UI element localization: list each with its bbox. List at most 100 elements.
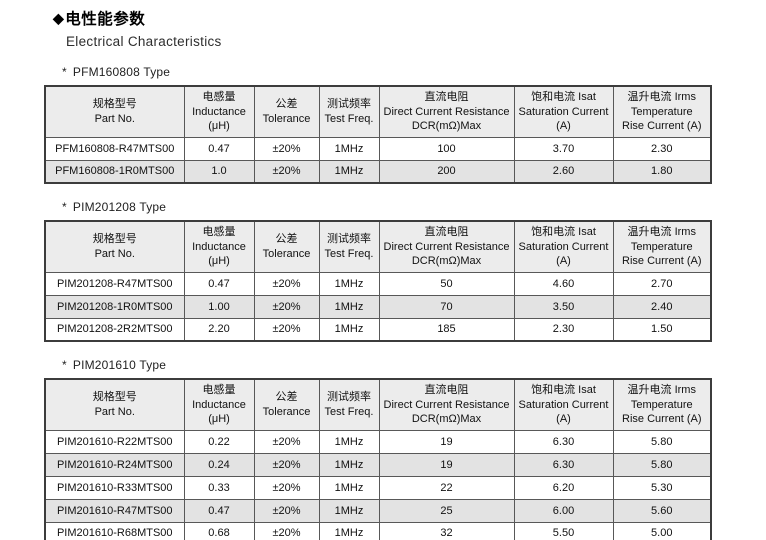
page-title: ◆ 电性能参数 [53, 7, 766, 29]
cell-dcr: 50 [378, 271, 515, 296]
cell-part-no: PIM201610-R33MTS00 [44, 475, 185, 500]
cell-isat: 2.30 [513, 317, 614, 342]
col-header-test-freq: 测试频率 Test Freq. [318, 378, 380, 431]
col-header-inductance: 电感量 Inductance (μH) [183, 85, 255, 138]
col-header-dcr: 直流电阻 Direct Current Resistance DCR(mΩ)Max [378, 85, 515, 138]
cell-tolerance: ±20% [253, 452, 320, 477]
col-header-test-freq: 测试频率 Test Freq. [318, 220, 380, 273]
col-header-dcr: 直流电阻 Direct Current Resistance DCR(mΩ)Max [378, 378, 515, 431]
asterisk-marker: * [62, 358, 67, 373]
cell-part-no: PIM201208-2R2MTS00 [44, 317, 185, 342]
cell-test-freq: 1MHz [318, 136, 380, 161]
col-header-tolerance: 公差 Tolerance [253, 220, 320, 273]
cell-isat: 6.30 [513, 452, 614, 477]
table-row: PIM201208-2R2MTS00 2.20 ±20% 1MHz 185 2.… [44, 317, 712, 342]
section-label: * PFM160808 Type [62, 65, 766, 79]
section-name: PFM160808 Type [72, 65, 171, 79]
cell-part-no: PIM201610-R24MTS00 [44, 452, 185, 477]
col-header-part-no: 规格型号 Part No. [44, 220, 185, 273]
col-header-tolerance: 公差 Tolerance [253, 378, 320, 431]
cell-test-freq: 1MHz [318, 521, 380, 540]
page-title-zh: 电性能参数 [65, 11, 146, 28]
cell-dcr: 70 [378, 294, 515, 319]
cell-dcr: 25 [378, 498, 515, 523]
spec-table-pim201208: 规格型号 Part No. 电感量 Inductance (μH) 公差 Toleran… [44, 220, 712, 343]
cell-test-freq: 1MHz [318, 159, 380, 184]
table-row: PFM160808-R47MTS00 0.47 ±20% 1MHz 100 3.… [44, 136, 712, 161]
col-header-inductance: 电感量 Inductance (μH) [183, 378, 255, 431]
cell-tolerance: ±20% [253, 498, 320, 523]
cell-irms: 2.30 [612, 136, 712, 161]
section-name: PIM201208 Type [72, 200, 167, 215]
cell-test-freq: 1MHz [318, 452, 380, 477]
col-header-part-no: 规格型号 Part No. [44, 85, 185, 138]
spec-table-pim201610: 规格型号 Part No. 电感量 Inductance (μH) 公差 Toleran… [44, 378, 712, 540]
cell-inductance: 0.47 [183, 498, 255, 523]
cell-tolerance: ±20% [253, 159, 320, 184]
cell-inductance: 0.68 [183, 521, 255, 540]
cell-inductance: 0.47 [183, 271, 255, 296]
cell-dcr: 100 [378, 136, 515, 161]
cell-isat: 4.60 [513, 271, 614, 296]
diamond-bullet-icon: ◆ [53, 9, 65, 26]
cell-test-freq: 1MHz [318, 317, 380, 342]
cell-irms: 5.60 [612, 498, 712, 523]
cell-irms: 5.30 [612, 475, 712, 500]
cell-isat: 5.50 [513, 521, 614, 540]
cell-inductance: 1.00 [183, 294, 255, 319]
section-name: PIM201610 Type [72, 358, 167, 373]
header-row: 规格型号 Part No. 电感量 Inductance (μH) 公差 Toleran… [44, 378, 712, 431]
cell-dcr: 19 [378, 429, 515, 454]
table-row: PIM201610-R24MTS00 0.24 ±20% 1MHz 19 6.3… [44, 452, 712, 477]
cell-test-freq: 1MHz [318, 429, 380, 454]
cell-irms: 5.80 [612, 429, 712, 454]
cell-isat: 3.50 [513, 294, 614, 319]
table-row: PIM201610-R68MTS00 0.68 ±20% 1MHz 32 5.5… [44, 521, 712, 540]
cell-isat: 6.30 [513, 429, 614, 454]
col-header-irms: 温升电流 Irms Temperature Rise Current (A) [612, 378, 712, 431]
cell-inductance: 0.22 [183, 429, 255, 454]
cell-tolerance: ±20% [253, 429, 320, 454]
cell-isat: 6.00 [513, 498, 614, 523]
cell-inductance: 0.47 [183, 136, 255, 161]
cell-part-no: PIM201208-R47MTS00 [44, 271, 185, 296]
cell-tolerance: ±20% [253, 271, 320, 296]
col-header-inductance: 电感量 Inductance (μH) [183, 220, 255, 273]
col-header-part-no: 规格型号 Part No. [44, 378, 185, 431]
cell-irms: 5.00 [612, 521, 712, 540]
cell-test-freq: 1MHz [318, 271, 380, 296]
cell-inductance: 1.0 [183, 159, 255, 184]
cell-tolerance: ±20% [253, 521, 320, 540]
cell-isat: 2.60 [513, 159, 614, 184]
page-title-en: Electrical Characteristics [66, 34, 222, 49]
header-row: 规格型号 Part No. 电感量 Inductance (μH) 公差 Toleran… [44, 220, 712, 273]
cell-irms: 2.70 [612, 271, 712, 296]
col-header-isat: 饱和电流 Isat Saturation Current (A) [513, 85, 614, 138]
section-label: * PIM201208 Type [62, 200, 766, 214]
cell-inductance: 0.24 [183, 452, 255, 477]
col-header-irms: 温升电流 Irms Temperature Rise Current (A) [612, 85, 712, 138]
cell-test-freq: 1MHz [318, 498, 380, 523]
asterisk-marker: * [62, 200, 67, 215]
section-label: * PIM201610 Type [62, 358, 766, 372]
header-row: 规格型号 Part No. 电感量 Inductance (μH) 公差 Toleran… [44, 85, 712, 138]
cell-irms: 1.50 [612, 317, 712, 342]
col-header-test-freq: 测试频率 Test Freq. [318, 85, 380, 138]
table-row: PIM201208-R47MTS00 0.47 ±20% 1MHz 50 4.6… [44, 271, 712, 296]
spec-table-pfm160808: 规格型号 Part No. 电感量 Inductance (μH) 公差 Toleran… [44, 85, 712, 185]
col-header-isat: 饱和电流 Isat Saturation Current (A) [513, 378, 614, 431]
cell-dcr: 19 [378, 452, 515, 477]
cell-dcr: 22 [378, 475, 515, 500]
cell-part-no: PIM201610-R47MTS00 [44, 498, 185, 523]
asterisk-marker: * [62, 65, 67, 79]
col-header-irms: 温升电流 Irms Temperature Rise Current (A) [612, 220, 712, 273]
cell-part-no: PFM160808-1R0MTS00 [44, 159, 185, 184]
cell-test-freq: 1MHz [318, 475, 380, 500]
table-row: PIM201610-R33MTS00 0.33 ±20% 1MHz 22 6.2… [44, 475, 712, 500]
cell-irms: 5.80 [612, 452, 712, 477]
section-pfm160808: * PFM160808 Type 规格型号 Part No. 电感量 Inductan… [44, 65, 766, 185]
table-row: PIM201610-R22MTS00 0.22 ±20% 1MHz 19 6.3… [44, 429, 712, 454]
cell-part-no: PFM160808-R47MTS00 [44, 136, 185, 161]
cell-tolerance: ±20% [253, 317, 320, 342]
